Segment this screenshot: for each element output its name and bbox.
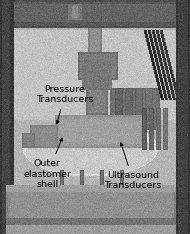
Text: Outer
elastomer
shell: Outer elastomer shell <box>24 138 71 189</box>
Text: Pressure
Transducers: Pressure Transducers <box>36 85 93 124</box>
Text: Ultrasound
Transducers: Ultrasound Transducers <box>104 143 162 190</box>
